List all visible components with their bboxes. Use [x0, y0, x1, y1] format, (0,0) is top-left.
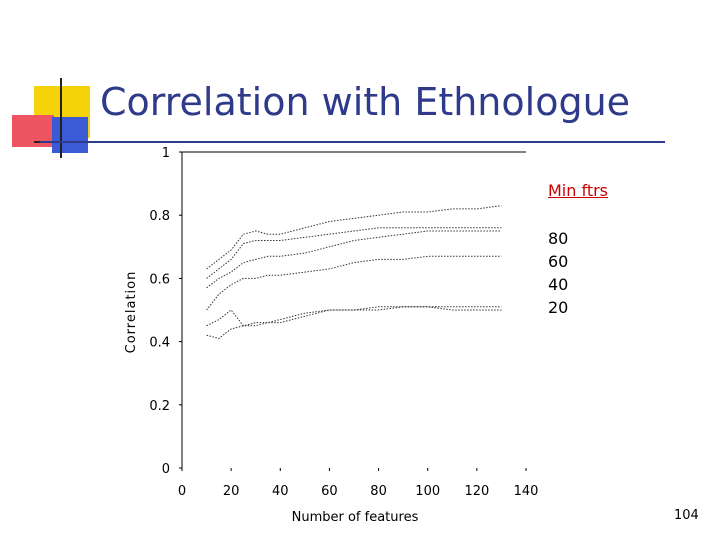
y-tick-label: 0.8 — [149, 209, 170, 224]
x-tick-label: 0 — [178, 484, 186, 499]
series-line — [206, 205, 502, 270]
y-tick-label: 1 — [162, 146, 170, 161]
x-tick-label: 60 — [321, 484, 338, 499]
legend-entry: 20 — [548, 298, 569, 317]
slide-title: Correlation with Ethnologue — [100, 80, 631, 124]
deco-blue-block — [52, 117, 88, 153]
legend-entry: 80 — [548, 229, 569, 248]
x-tick-label: 100 — [415, 484, 440, 499]
title-rule — [40, 141, 665, 143]
deco-vertical-line — [60, 78, 62, 158]
legend-entry: 40 — [548, 275, 569, 294]
y-axis-label: Correlation — [124, 271, 139, 354]
y-tick-label: 0.4 — [149, 336, 170, 351]
series-line — [206, 255, 502, 311]
series-line — [206, 230, 502, 289]
series-line — [206, 306, 502, 327]
x-tick-label: 20 — [223, 484, 240, 499]
y-tick-label: 0 — [162, 462, 170, 477]
legend-entry: 60 — [548, 252, 569, 271]
legend-title: Min ftrs — [548, 181, 609, 200]
y-tick-label: 0.2 — [149, 399, 170, 414]
x-tick-label: 120 — [464, 484, 489, 499]
y-tick-label: 0.6 — [149, 272, 170, 287]
series-line — [206, 306, 502, 339]
x-tick-label: 80 — [370, 484, 387, 499]
page-number: 104 — [674, 508, 699, 523]
x-axis-label: Number of features — [292, 510, 419, 525]
x-tick-label: 140 — [514, 484, 539, 499]
series-line — [206, 227, 502, 279]
x-tick-label: 40 — [272, 484, 289, 499]
